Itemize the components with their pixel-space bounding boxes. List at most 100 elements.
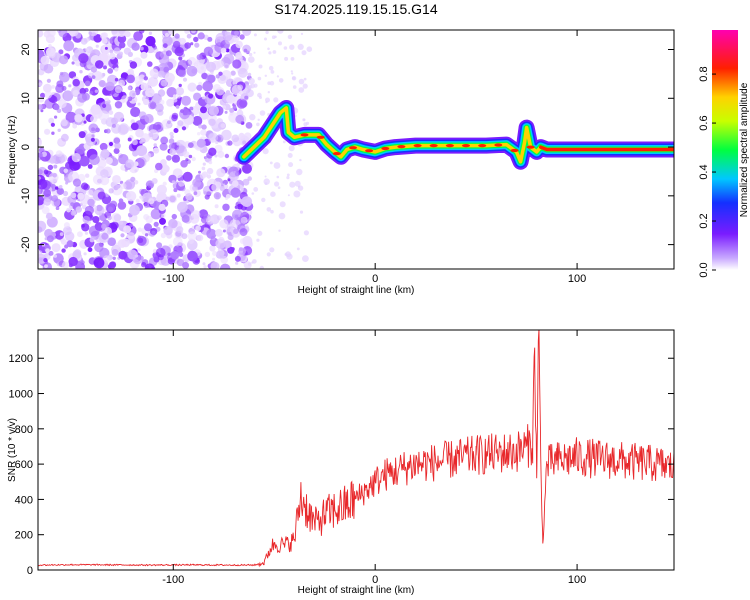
noise-blob <box>219 185 225 191</box>
noise-blob <box>72 178 82 187</box>
noise-blob <box>98 212 102 216</box>
noise-blob <box>85 136 96 147</box>
noise-blob <box>160 213 166 218</box>
noise-blob <box>46 212 53 220</box>
noise-blob <box>99 175 110 186</box>
noise-blob <box>133 161 139 167</box>
y-tick-label: 0 <box>27 565 33 577</box>
noise-blob <box>114 142 121 150</box>
noise-blob <box>151 178 158 184</box>
noise-blob <box>45 47 56 57</box>
noise-blob <box>144 223 152 232</box>
noise-blob <box>299 210 304 214</box>
noise-blob <box>53 164 58 169</box>
noise-blob <box>220 47 227 54</box>
noise-blob <box>59 55 69 65</box>
noise-blob <box>305 121 310 125</box>
noise-blob <box>61 248 66 253</box>
noise-blob <box>98 80 106 88</box>
noise-blob <box>135 198 140 203</box>
noise-blob <box>207 36 213 42</box>
noise-blob <box>257 76 262 81</box>
noise-blob <box>212 251 217 256</box>
noise-blob <box>111 249 119 256</box>
noise-blob <box>78 53 89 64</box>
noise-blob <box>264 74 267 78</box>
noise-blob <box>226 227 235 237</box>
noise-blob <box>53 104 60 111</box>
noise-blob <box>90 66 97 73</box>
noise-blob <box>174 33 180 39</box>
noise-blob <box>181 214 190 223</box>
noise-blob <box>222 229 226 233</box>
y-tick-label: 400 <box>15 494 33 506</box>
noise-blob <box>113 111 124 122</box>
noise-blob <box>277 30 284 34</box>
noise-blob <box>153 147 160 154</box>
noise-blob <box>258 64 263 69</box>
noise-blob <box>144 233 149 237</box>
snr-frame <box>37 329 675 571</box>
noise-blob <box>129 204 140 216</box>
noise-blob <box>287 34 293 40</box>
colorbar-label: Normalized spectral amplitude <box>739 82 750 217</box>
noise-blob <box>225 48 230 53</box>
noise-blob <box>171 112 179 120</box>
ridge-hotspot <box>445 144 454 148</box>
noise-blob <box>45 248 50 253</box>
noise-blob <box>182 77 188 82</box>
noise-blob <box>184 30 190 34</box>
noise-blob <box>161 119 172 130</box>
noise-blob <box>245 122 253 129</box>
noise-blob <box>243 132 252 140</box>
noise-blob <box>62 90 74 102</box>
noise-blob <box>186 65 198 77</box>
noise-blob <box>38 152 43 158</box>
noise-blob <box>81 223 85 228</box>
noise-blob <box>222 183 226 187</box>
noise-blob <box>39 196 44 200</box>
noise-blob <box>303 230 309 236</box>
ridge-hotspot <box>300 133 309 137</box>
noise-blob <box>118 198 124 203</box>
y-tick-label: 0 <box>20 144 32 150</box>
x-tick-label: 100 <box>568 273 586 285</box>
noise-blob <box>149 68 159 78</box>
noise-blob <box>144 113 154 124</box>
noise-blob <box>87 189 94 196</box>
noise-blob <box>71 153 81 163</box>
noise-blob <box>288 145 295 152</box>
y-tick-label: 200 <box>15 530 33 542</box>
noise-blob <box>84 80 91 87</box>
noise-blob <box>224 31 229 36</box>
noise-blob <box>196 54 203 61</box>
noise-blob <box>104 97 110 103</box>
noise-blob <box>227 234 234 241</box>
noise-blob <box>273 97 279 103</box>
noise-blob <box>78 155 90 167</box>
y-tick-label: 1000 <box>9 389 33 401</box>
noise-blob <box>240 216 248 224</box>
noise-blob <box>63 222 70 229</box>
noise-blob <box>72 123 78 129</box>
x-tick-label: 0 <box>372 273 378 285</box>
noise-blob <box>151 43 156 48</box>
noise-blob <box>148 198 155 205</box>
noise-blob <box>91 75 96 79</box>
noise-blob <box>145 87 155 98</box>
noise-blob <box>213 192 222 200</box>
noise-blob <box>239 99 248 108</box>
noise-blob <box>234 171 240 177</box>
noise-blob <box>113 148 120 154</box>
noise-blob <box>98 73 103 78</box>
noise-blob <box>253 51 256 54</box>
noise-blob <box>193 191 198 196</box>
noise-blob <box>70 192 77 199</box>
noise-blob <box>291 76 296 80</box>
noise-blob <box>204 251 211 258</box>
noise-blob <box>238 108 242 112</box>
noise-blob <box>168 218 178 229</box>
noise-blob <box>192 115 203 126</box>
noise-blob <box>227 178 231 182</box>
